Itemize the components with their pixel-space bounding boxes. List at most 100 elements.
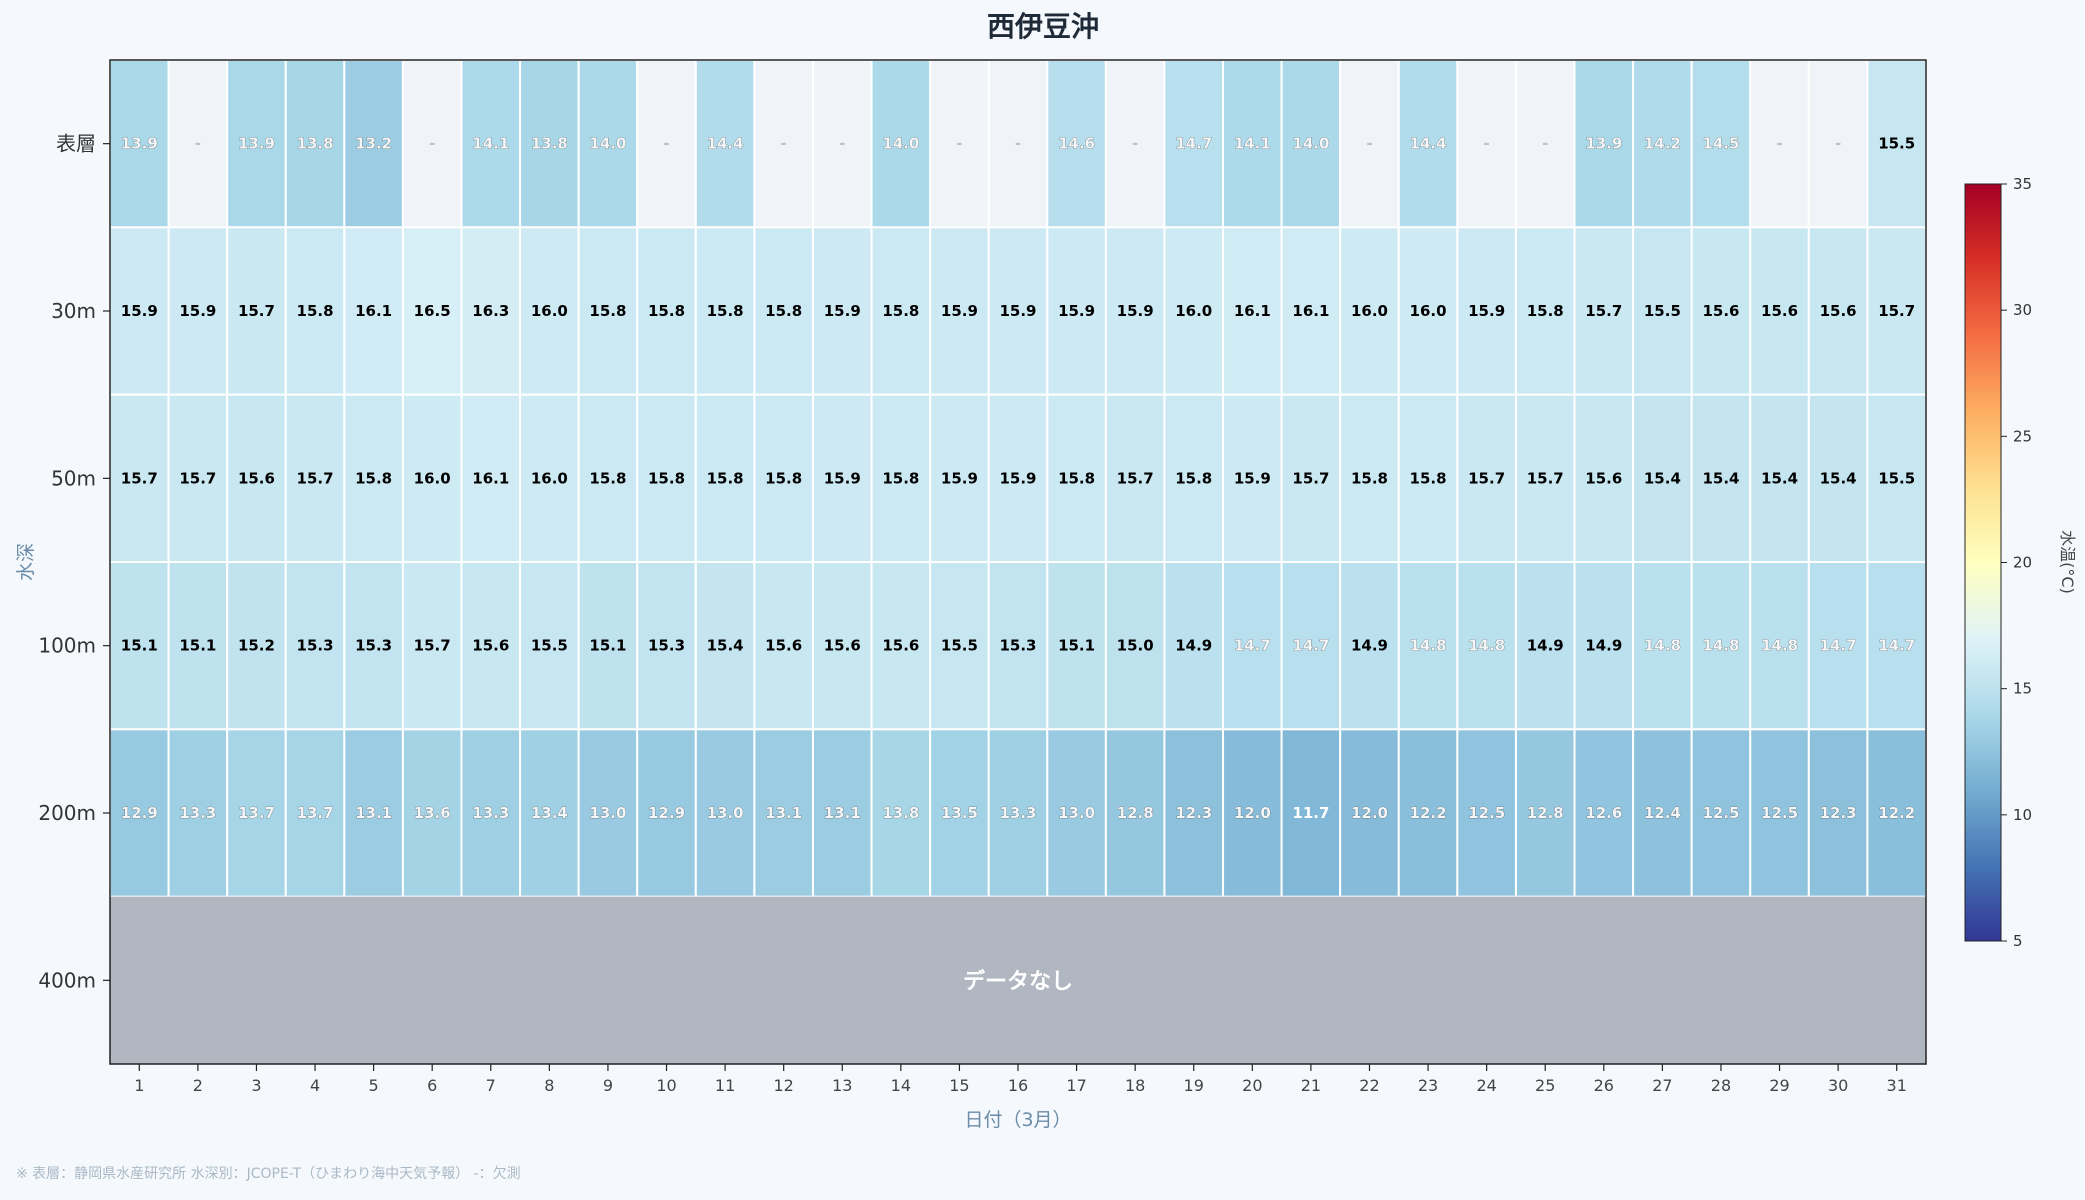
- cell-value-label: 15.7: [414, 637, 451, 655]
- cell-value-label: 14.0: [1292, 135, 1329, 153]
- cell-value-label: 15.8: [589, 302, 626, 320]
- heatmap-cell: [1632, 59, 1693, 229]
- heatmap-cell: [1222, 226, 1283, 396]
- heatmap-cell: [460, 393, 522, 563]
- cell-value-label: 15.7: [121, 469, 158, 487]
- heatmap-cell: [694, 561, 756, 731]
- cell-value-label: 15.9: [121, 302, 158, 320]
- heatmap-cell: [1339, 561, 1400, 731]
- cell-value-label: 15.3: [648, 637, 685, 655]
- heatmap-cell: [1104, 59, 1166, 229]
- x-tick-label: 16: [1008, 1076, 1028, 1095]
- cell-value-label: 12.8: [1527, 804, 1564, 822]
- x-tick-label: 31: [1887, 1076, 1907, 1095]
- cell-value-label: 13.1: [355, 804, 392, 822]
- x-tick-label: 8: [544, 1076, 554, 1095]
- cell-value-label: 13.0: [589, 804, 626, 822]
- cell-value-label: 16.0: [531, 469, 568, 487]
- heatmap-cell: [987, 393, 1049, 563]
- heatmap-cell: [1104, 226, 1166, 396]
- heatmap-cell: [284, 561, 346, 731]
- heatmap-cell: [636, 393, 697, 563]
- heatmap-cell: [226, 561, 287, 731]
- x-tick-label: 24: [1476, 1076, 1496, 1095]
- heatmap-cell: [401, 59, 463, 229]
- heatmap-cell: [167, 561, 229, 731]
- x-tick-label: 18: [1125, 1076, 1145, 1095]
- heatmap-cell: [519, 728, 580, 898]
- heatmap-cell: [167, 393, 229, 563]
- heatmap-cell: [753, 561, 814, 731]
- cell-value-label: 15.9: [1234, 469, 1271, 487]
- cell-value-label: 12.9: [648, 804, 685, 822]
- heatmap-cell: [343, 393, 404, 563]
- cell-value-label: 13.3: [179, 804, 216, 822]
- cell-value-label: 12.5: [1761, 804, 1798, 822]
- heatmap-cells: 13.9 - 13.9 13.8 13.2 - 14.1 13.8 14.0 - 14.4 - - 14.…: [109, 59, 1927, 898]
- heatmap-cell: [1163, 728, 1225, 898]
- heatmap-cell: [929, 561, 990, 731]
- heatmap-cell: [519, 226, 580, 396]
- cell-value-label: 15.9: [1468, 302, 1505, 320]
- heatmap-cell: [1222, 393, 1283, 563]
- colorbar-tick-label: 5: [2013, 932, 2023, 950]
- cell-value-label: 16.1: [1292, 302, 1329, 320]
- cell-value-label: 15.9: [941, 302, 978, 320]
- cell-value-label: 13.9: [238, 135, 275, 153]
- cell-value-label: -: [1484, 135, 1490, 153]
- cell-value-label: 15.8: [1410, 469, 1447, 487]
- heatmap-cell: [636, 59, 697, 229]
- chart-title: 西伊豆沖: [987, 10, 1099, 43]
- heatmap-cell: [1690, 59, 1752, 229]
- cell-value-label: 15.7: [1292, 469, 1329, 487]
- cell-value-label: 14.7: [1820, 637, 1857, 655]
- heatmap-cell: [1632, 561, 1693, 731]
- cell-value-label: 15.1: [179, 637, 216, 655]
- heatmap-cell: [1397, 59, 1459, 229]
- cell-value-label: 11.7: [1292, 804, 1329, 822]
- footnote: ※ 表層：静岡県水産研究所 水深別：JCOPE-T（ひまわり海中天気予報） -：…: [16, 1166, 521, 1182]
- no-data-rect: [110, 896, 1926, 1064]
- heatmap-cell: [929, 393, 990, 563]
- cell-value-label: 14.7: [1175, 135, 1212, 153]
- heatmap-cell: [1104, 728, 1166, 898]
- x-tick-label: 19: [1184, 1076, 1204, 1095]
- cell-value-label: 15.9: [941, 469, 978, 487]
- cell-value-label: 15.4: [1820, 469, 1857, 487]
- cell-value-label: 15.8: [1058, 469, 1095, 487]
- cell-value-label: 15.6: [238, 469, 275, 487]
- no-data-label: データなし: [963, 968, 1073, 994]
- colorbar-ticks: 5 10 15 20 25 30 35: [2001, 175, 2032, 950]
- heatmap-cell: [753, 59, 814, 229]
- cell-value-label: -: [195, 135, 201, 153]
- cell-value-label: -: [1015, 135, 1021, 153]
- cell-value-label: 15.8: [707, 302, 744, 320]
- x-tick-label: 14: [891, 1076, 911, 1095]
- heatmap-cell: [1749, 393, 1810, 563]
- heatmap-cell: [1573, 393, 1635, 563]
- heatmap-cell: [753, 226, 814, 396]
- y-tick-label: 200m: [38, 801, 96, 825]
- heatmap-cell: [1866, 561, 1927, 731]
- heatmap-cell: [1397, 226, 1459, 396]
- cell-value-label: 14.9: [1527, 637, 1564, 655]
- cell-value-label: 15.6: [472, 637, 509, 655]
- heatmap-cell: [1280, 59, 1342, 229]
- cell-value-label: 15.3: [999, 637, 1036, 655]
- cell-value-label: 14.7: [1292, 637, 1329, 655]
- cell-value-label: 14.1: [1234, 135, 1271, 153]
- cell-value-label: 13.5: [941, 804, 978, 822]
- cell-value-label: 15.7: [1527, 469, 1564, 487]
- heatmap-cell: [1046, 59, 1107, 229]
- x-tick-label: 28: [1711, 1076, 1731, 1095]
- cell-value-label: 15.1: [589, 637, 626, 655]
- cell-value-label: 12.4: [1644, 804, 1681, 822]
- cell-value-label: 15.4: [1702, 469, 1739, 487]
- y-tick-label: 400m: [38, 968, 96, 992]
- heatmap-cell: [987, 59, 1049, 229]
- heatmap-cell: [1514, 226, 1576, 396]
- heatmap-cell: [577, 226, 639, 396]
- cell-value-label: -: [1366, 135, 1372, 153]
- cell-value-label: 13.0: [1058, 804, 1095, 822]
- heatmap-cell: [1690, 226, 1752, 396]
